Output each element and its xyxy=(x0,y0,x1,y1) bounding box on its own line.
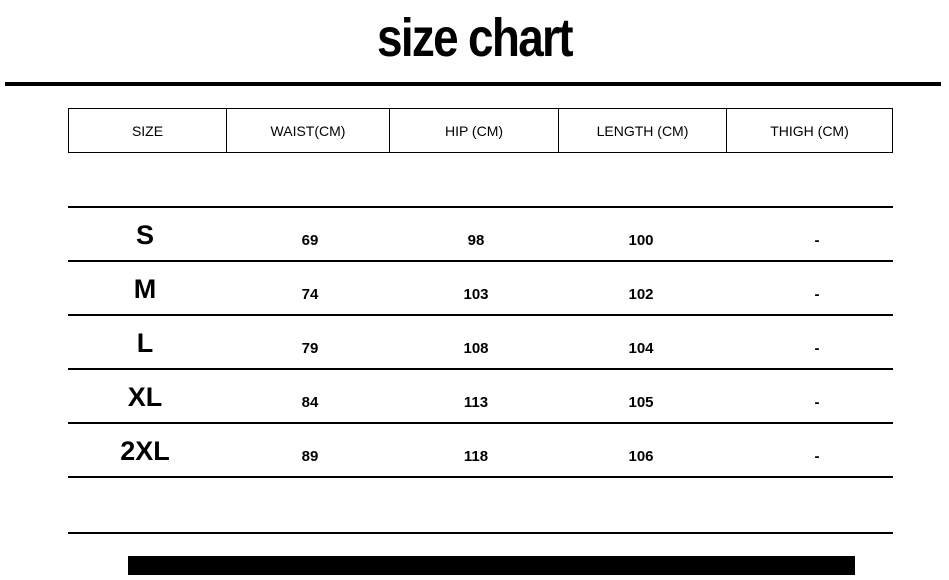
cell-hip: 98 xyxy=(467,231,485,249)
cell-thigh: - xyxy=(814,447,820,465)
cell-thigh: - xyxy=(814,339,820,357)
header-size: SIZE xyxy=(69,109,227,152)
row-divider xyxy=(68,260,893,262)
cell-size: M xyxy=(133,273,157,304)
row-divider xyxy=(68,532,893,534)
header-length: LENGTH (CM) xyxy=(559,109,727,152)
page-title: size chart xyxy=(377,8,573,68)
cell-thigh: - xyxy=(814,285,820,303)
table-row: 2XL 89 118 106 - xyxy=(68,424,893,478)
cell-length: 105 xyxy=(628,393,654,411)
cell-hip: 118 xyxy=(463,447,489,465)
cell-size: XL xyxy=(127,381,163,412)
header-waist: WAIST(CM) xyxy=(227,109,390,152)
cell-length: 106 xyxy=(628,447,654,465)
row-divider xyxy=(68,476,893,478)
cell-waist: 79 xyxy=(301,339,319,357)
header-thigh: THIGH (CM) xyxy=(770,122,849,139)
cell-waist: 84 xyxy=(301,393,319,411)
cell-hip: 103 xyxy=(463,285,489,303)
cell-size: S xyxy=(135,219,154,250)
table-row: XL 84 113 105 - xyxy=(68,370,893,424)
cell-size: L xyxy=(136,327,154,358)
footer-bar xyxy=(128,556,855,575)
row-divider xyxy=(68,422,893,424)
table-row: M 74 103 102 - xyxy=(68,262,893,316)
cell-thigh: - xyxy=(814,393,820,411)
table-header: SIZE WAIST(CM) HIP (CM) LENGTH (CM) THIG… xyxy=(68,108,893,153)
cell-length: 100 xyxy=(628,231,654,249)
cell-size: 2XL xyxy=(120,435,170,466)
cell-length: 104 xyxy=(628,339,654,357)
row-divider xyxy=(68,368,893,370)
cell-thigh: - xyxy=(814,231,820,249)
header-hip: HIP (CM) xyxy=(390,109,559,152)
table-row: S 69 98 100 - xyxy=(68,208,893,262)
row-divider xyxy=(68,314,893,316)
cell-waist: 74 xyxy=(301,285,319,303)
title-divider xyxy=(5,82,941,86)
table-row: L 79 108 104 - xyxy=(68,316,893,370)
cell-hip: 108 xyxy=(463,339,489,357)
cell-hip: 113 xyxy=(463,393,489,411)
cell-waist: 89 xyxy=(301,447,319,465)
cell-length: 102 xyxy=(628,285,654,303)
cell-waist: 69 xyxy=(301,231,319,249)
row-divider xyxy=(68,206,893,208)
